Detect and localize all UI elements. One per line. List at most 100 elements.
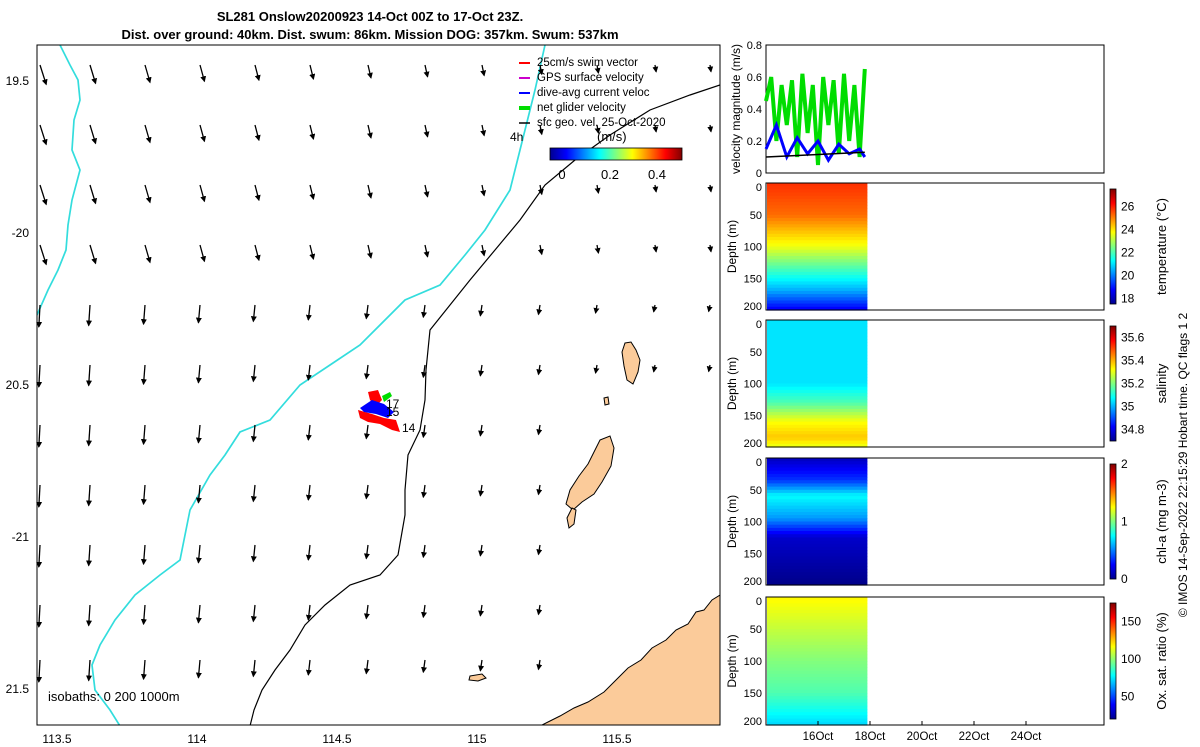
velocity-arrow (305, 304, 312, 321)
velocity-arrow (140, 659, 147, 681)
velocity-arrow (363, 659, 370, 675)
heatmap-cell (767, 275, 868, 279)
heatmap-cell (767, 405, 868, 410)
velocity-arrow (651, 364, 658, 373)
velocity-arrow (594, 64, 601, 75)
depth-tick: 200 (744, 438, 762, 450)
heatmap-cell (767, 527, 868, 532)
velocity-arrow (421, 484, 427, 499)
colorbar-tick: 18 (1121, 291, 1135, 305)
track-net-velocity (382, 392, 392, 402)
heatmap-cell (767, 613, 868, 617)
heatmap-cell (767, 217, 868, 222)
heatmap-cell (767, 641, 868, 646)
heatmap-cell (767, 221, 868, 225)
velocity-arrow (593, 364, 600, 375)
heatmap-cell (767, 237, 868, 241)
velocity-arrow (195, 364, 202, 384)
heatmap-cell (767, 427, 868, 432)
velocity-arrow (366, 124, 373, 139)
heatmap-cell (767, 290, 868, 295)
legend-label: GPS surface velocity (537, 72, 644, 84)
velocity-arrow (195, 604, 202, 624)
heatmap-cell (767, 505, 868, 510)
heatmap-cell (767, 440, 868, 445)
depth-tick: 150 (744, 273, 762, 285)
velocity-arrow (36, 484, 43, 508)
colorbar-label: salinity (1154, 363, 1169, 403)
track-swim-vectors (358, 410, 400, 432)
velocity-arrow (89, 124, 98, 145)
velocity-arrow (421, 424, 427, 439)
map-content (37, 45, 720, 725)
velocity-arrow (594, 184, 601, 195)
velocity-y-tick: 0.2 (747, 136, 762, 148)
heatmap-cell (767, 393, 868, 397)
colorbar-tick: 20 (1121, 268, 1135, 282)
heatmap-cell (767, 606, 868, 611)
heatmap-cell (767, 329, 868, 334)
velocity-arrow (254, 124, 261, 142)
velocity-arrow (536, 544, 543, 556)
heatmap-cell (767, 262, 868, 267)
velocity-arrow (652, 244, 659, 253)
lon-tick: 114 (187, 732, 206, 746)
legend-label: dive-avg current veloc (537, 87, 650, 99)
heatmap-colorbar (1109, 188, 1117, 305)
heatmap-cell (767, 202, 868, 206)
heatmap-cell (767, 300, 868, 305)
heatmap-cell (767, 467, 868, 472)
velocity-arrow (480, 124, 487, 137)
velocity-arrow (86, 544, 92, 567)
heatmap-cell (767, 718, 868, 723)
date-tick: 16Oct (803, 731, 834, 743)
velocity-arrow (421, 604, 427, 619)
colorbar-tick: 26 (1121, 199, 1135, 213)
velocity-arrow (536, 659, 543, 671)
velocity-panel: 0 0.2 0.4 0.6 0.8 velocity magnitude (m/s) (729, 40, 1105, 180)
heatmap-frame (765, 596, 1105, 726)
heatmap-cell (767, 320, 868, 324)
lat-tick: -21 (12, 530, 30, 544)
velocity-arrow (652, 64, 659, 73)
heatmap-cell (767, 470, 868, 475)
date-tick: 20Oct (907, 731, 938, 743)
velocity-arrow (36, 659, 43, 683)
land-barrow-tail (566, 507, 577, 529)
velocity-arrow (363, 364, 370, 380)
heatmap-cell (767, 358, 868, 362)
depth-tick: 100 (744, 379, 762, 391)
colorbar-title: (m/s) (597, 129, 627, 144)
heatmap-cell (767, 496, 868, 500)
heatmap-cell (767, 227, 868, 232)
velocity-arrow (652, 124, 659, 133)
heatmap-cell (767, 693, 868, 697)
heatmap-cell (767, 480, 868, 484)
heatmap-cell (767, 512, 868, 516)
heatmap-cell (767, 661, 868, 665)
heatmap-colorbar (1109, 602, 1117, 720)
heatmap-cell (767, 268, 868, 273)
heatmap-cell (767, 619, 868, 624)
velocity-arrow (421, 304, 427, 319)
velocity-arrow (536, 364, 543, 376)
heatmap-cell (767, 189, 868, 194)
heatmap-cell (767, 648, 868, 652)
velocity-arrow (478, 304, 485, 317)
velocity-arrow (89, 244, 98, 265)
heatmap-cell (767, 696, 868, 700)
depth-tick: 50 (750, 210, 762, 222)
heatmap-cell (767, 550, 868, 554)
heatmap-cell (767, 502, 868, 507)
depth-tick: 100 (744, 517, 762, 529)
glider-track (358, 390, 400, 432)
velocity-arrow (363, 424, 370, 440)
heatmap-cell (767, 625, 868, 630)
heatmap-cell (767, 211, 868, 216)
colorbar-tick: 35.4 (1121, 354, 1145, 368)
velocity-arrow (250, 604, 257, 623)
heatmap-cell (767, 581, 868, 586)
lat-tick: 19.5 (6, 74, 30, 88)
heatmap-cell (767, 256, 868, 260)
heatmap-cell (767, 303, 868, 308)
